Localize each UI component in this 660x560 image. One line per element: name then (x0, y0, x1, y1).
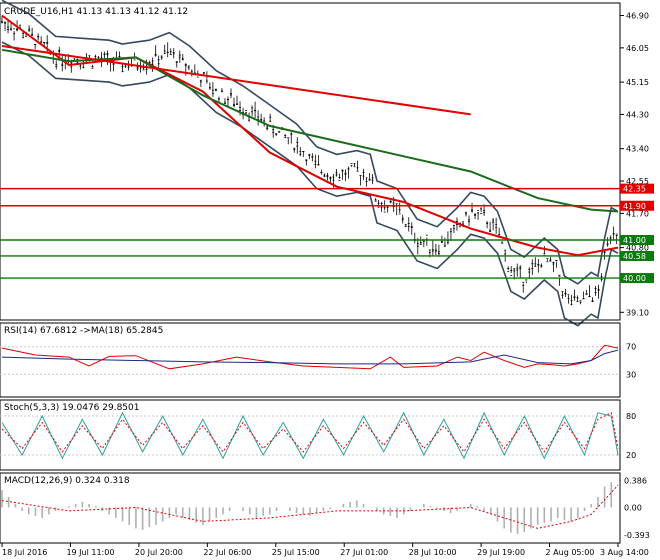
price-tick-label: 45.15 (626, 78, 649, 87)
rsi-ma-line (1, 349, 619, 365)
price-series (1, 0, 619, 327)
macd-panel: MACD(12,26,9) 0.324 0.318 0.386 0.00 -0.39… (0, 472, 650, 544)
rsi-panel-frame (0, 322, 621, 398)
rsi-y-axis: 70 30 (0, 343, 636, 379)
price-levels: 42.35 41.90 41.00 40.58 40.00 (0, 183, 654, 284)
price-level-label: 41.00 (623, 236, 646, 245)
price-level-label: 40.58 (623, 252, 646, 261)
stoch-y-axis: 80 20 (0, 412, 636, 460)
price-series-line (1, 14, 619, 257)
price-tick-label: 43.40 (626, 145, 649, 154)
price-level-badge (620, 273, 654, 284)
price-tick-label: 40.80 (626, 244, 649, 253)
macd-tick-label: -0.393 (624, 531, 650, 540)
price-y-axis: 46.90 46.05 45.15 44.30 43.40 42.55 41.70 40.80… (620, 12, 649, 317)
price-level-badge (620, 200, 654, 211)
rsi-panel: RSI(14) 67.6812 ->MA(18) 65.2845 70 30 (0, 322, 636, 398)
x-tick-label: 29 Jul 19:00 (477, 548, 525, 557)
price-tick-label: 44.30 (626, 110, 649, 119)
macd-signal-line (1, 484, 619, 529)
price-level-badge (620, 250, 654, 261)
rsi-line (1, 344, 619, 370)
x-tick-label: 28 Jul 10:00 (409, 548, 457, 557)
price-panel-frame (0, 2, 621, 321)
macd-panel-title: MACD(12,26,9) 0.324 0.318 (4, 476, 130, 486)
price-tick-label: 39.10 (626, 308, 649, 317)
stoch-series (1, 411, 619, 460)
rsi-panel-title: RSI(14) 67.6812 ->MA(18) 65.2845 (4, 326, 163, 336)
x-axis: 18 Jul 2016 19 Jul 11:00 20 Jul 20:00 22 Ju… (1, 543, 649, 557)
price-tick-label: 46.05 (626, 44, 649, 53)
price-panel-title: CRUDE_U16,H1 41.13 41.13 41.12 41.12 (4, 7, 188, 17)
stoch-panel: Stoch(5,3,3) 19.0476 29.8501 80 20 (0, 399, 636, 471)
stoch-tick-label: 80 (626, 412, 636, 421)
x-tick-label: 18 Jul 2016 (2, 548, 47, 557)
stoch-panel-title: Stoch(5,3,3) 19.0476 29.8501 (4, 403, 139, 413)
stoch-main-line (1, 411, 619, 460)
stoch-tick-label: 20 (626, 451, 636, 460)
x-tick-label: 2 Aug 05:00 (546, 548, 595, 557)
x-tick-label: 22 Jul 06:00 (203, 548, 251, 557)
macd-panel-frame (0, 472, 621, 544)
x-tick-label: 3 Aug 14:00 (600, 548, 649, 557)
x-tick-label: 27 Jul 01:00 (340, 548, 388, 557)
price-level-badge (620, 183, 654, 194)
price-panel: CRUDE_U16,H1 41.13 41.13 41.12 41.12 46.… (0, 0, 654, 327)
x-tick-label: 19 Jul 11:00 (66, 548, 114, 557)
price-level-label: 41.90 (623, 202, 646, 211)
macd-tick-label: 0.00 (624, 503, 642, 512)
lower-band-line (1, 41, 619, 327)
stoch-signal-line (1, 412, 619, 453)
rsi-tick-label: 30 (626, 370, 636, 379)
price-series-line (1, 45, 471, 116)
upper-band-line (1, 0, 619, 285)
rsi-series (1, 344, 619, 370)
x-tick-label: 20 Jul 20:00 (135, 548, 183, 557)
macd-series (1, 482, 619, 535)
price-level-label: 42.35 (623, 185, 646, 194)
rsi-tick-label: 70 (626, 343, 636, 352)
price-tick-label: 42.55 (626, 177, 649, 186)
x-tick-label: 25 Jul 15:00 (272, 548, 320, 557)
price-level-badge (620, 235, 654, 245)
price-tick-label: 46.90 (626, 12, 649, 21)
price-tick-label: 41.70 (626, 209, 649, 218)
price-series-line (1, 48, 619, 213)
macd-tick-label: 0.386 (624, 476, 647, 485)
price-level-label: 40.00 (623, 274, 646, 283)
macd-y-axis: 0.386 0.00 -0.393 (624, 476, 650, 539)
stoch-panel-frame (0, 399, 621, 471)
